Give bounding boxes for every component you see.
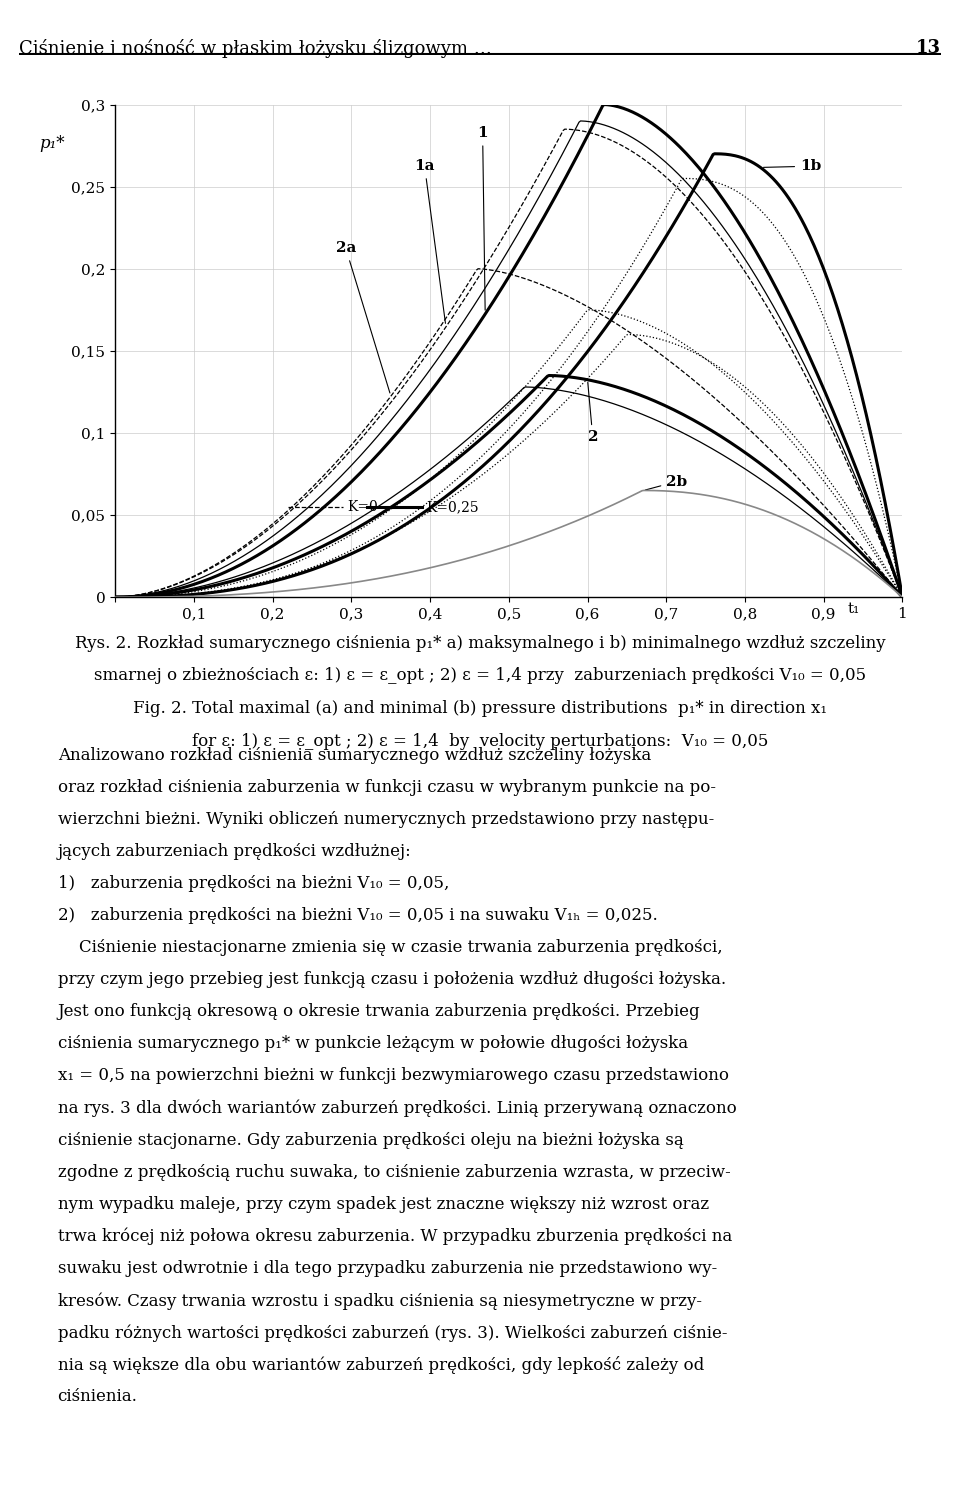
Text: K=0,25: K=0,25: [426, 500, 479, 514]
Text: x₁ = 0,5 na powierzchni bieżni w funkcji bezwymiarowego czasu przedstawiono: x₁ = 0,5 na powierzchni bieżni w funkcji…: [58, 1067, 729, 1084]
Text: przy czym jego przebieg jest funkcją czasu i położenia wzdłuż długości łożyska.: przy czym jego przebieg jest funkcją cza…: [58, 970, 726, 988]
Text: 2b: 2b: [645, 475, 687, 490]
Text: nym wypadku maleje, przy czym spadek jest znaczne większy niż wzrost oraz: nym wypadku maleje, przy czym spadek jes…: [58, 1196, 708, 1212]
Text: 13: 13: [916, 39, 941, 57]
Text: 1b: 1b: [763, 160, 822, 173]
Text: Ciśnienie niestacjonarne zmienia się w czasie trwania zaburzenia prędkości,: Ciśnienie niestacjonarne zmienia się w c…: [58, 939, 722, 956]
Text: 1a: 1a: [415, 160, 445, 324]
Text: 2: 2: [588, 382, 598, 445]
Text: 2a: 2a: [336, 242, 390, 393]
Text: for ε: 1) ε = ε_opt ; 2) ε = 1,4  by  velocity perturbations:  V₁₀ = 0,05: for ε: 1) ε = ε_opt ; 2) ε = 1,4 by velo…: [192, 733, 768, 749]
Text: smarnej o zbieżnościach ε: 1) ε = ε_opt ; 2) ε = 1,4 przy  zaburzeniach prędkośc: smarnej o zbieżnościach ε: 1) ε = ε_opt …: [94, 667, 866, 684]
Text: wierzchni bieżni. Wyniki obliczeń numerycznych przedstawiono przy następu-: wierzchni bieżni. Wyniki obliczeń numery…: [58, 811, 714, 827]
Text: nia są większe dla obu wariantów zaburzeń prędkości, gdy lepkość zależy od: nia są większe dla obu wariantów zaburze…: [58, 1356, 704, 1375]
Text: padku różnych wartości prędkości zaburzeń (rys. 3). Wielkości zaburzeń ciśnie-: padku różnych wartości prędkości zaburze…: [58, 1324, 727, 1342]
Text: ciśnienia sumarycznego p₁* w punkcie leżącym w połowie długości łożyska: ciśnienia sumarycznego p₁* w punkcie leż…: [58, 1036, 687, 1053]
Text: jących zaburzeniach prędkości wzdłużnej:: jących zaburzeniach prędkości wzdłużnej:: [58, 842, 411, 860]
Text: 2)   zaburzenia prędkości na bieżni V₁₀ = 0,05 i na suwaku V₁ₕ = 0,025.: 2) zaburzenia prędkości na bieżni V₁₀ = …: [58, 906, 658, 924]
Text: Ciśnienie i nośność w płaskim łożysku ślizgowym …: Ciśnienie i nośność w płaskim łożysku śl…: [19, 39, 492, 58]
Text: p₁*: p₁*: [39, 136, 65, 152]
Text: na rys. 3 dla dwóch wariantów zaburzeń prędkości. Linią przerywaną oznaczono: na rys. 3 dla dwóch wariantów zaburzeń p…: [58, 1099, 736, 1117]
Text: zgodne z prędkością ruchu suwaka, to ciśnienie zaburzenia wzrasta, w przeciw-: zgodne z prędkością ruchu suwaka, to ciś…: [58, 1165, 731, 1181]
Text: Rys. 2. Rozkład sumarycznego ciśnienia p₁* a) maksymalnego i b) minimalnego wzdł: Rys. 2. Rozkład sumarycznego ciśnienia p…: [75, 635, 885, 651]
Text: suwaku jest odwrotnie i dla tego przypadku zaburzenia nie przedstawiono wy-: suwaku jest odwrotnie i dla tego przypad…: [58, 1260, 717, 1277]
Text: kresów. Czasy trwania wzrostu i spadku ciśnienia są niesymetryczne w przy-: kresów. Czasy trwania wzrostu i spadku c…: [58, 1291, 702, 1309]
Text: 1)   zaburzenia prędkości na bieżni V₁₀ = 0,05,: 1) zaburzenia prędkości na bieżni V₁₀ = …: [58, 875, 449, 891]
Text: Jest ono funkcją okresową o okresie trwania zaburzenia prędkości. Przebieg: Jest ono funkcją okresową o okresie trwa…: [58, 1003, 700, 1020]
Text: t₁: t₁: [848, 603, 859, 617]
Text: trwa krócej niż połowa okresu zaburzenia. W przypadku zburzenia prędkości na: trwa krócej niż połowa okresu zaburzenia…: [58, 1227, 732, 1245]
Text: K=0: K=0: [348, 500, 378, 514]
Text: Fig. 2. Total maximal (a) and minimal (b) pressure distributions  p₁* in directi: Fig. 2. Total maximal (a) and minimal (b…: [133, 700, 827, 717]
Text: oraz rozkład ciśnienia zaburzenia w funkcji czasu w wybranym punkcie na po-: oraz rozkład ciśnienia zaburzenia w funk…: [58, 779, 715, 796]
Text: Analizowano rozkład ciśnienia sumarycznego wzdłuż szczeliny łożyska: Analizowano rozkład ciśnienia sumaryczne…: [58, 746, 651, 763]
Text: ciśnienie stacjonarne. Gdy zaburzenia prędkości oleju na bieżni łożyska są: ciśnienie stacjonarne. Gdy zaburzenia pr…: [58, 1132, 684, 1148]
Text: 1: 1: [477, 127, 488, 311]
Text: ciśnienia.: ciśnienia.: [58, 1388, 137, 1405]
